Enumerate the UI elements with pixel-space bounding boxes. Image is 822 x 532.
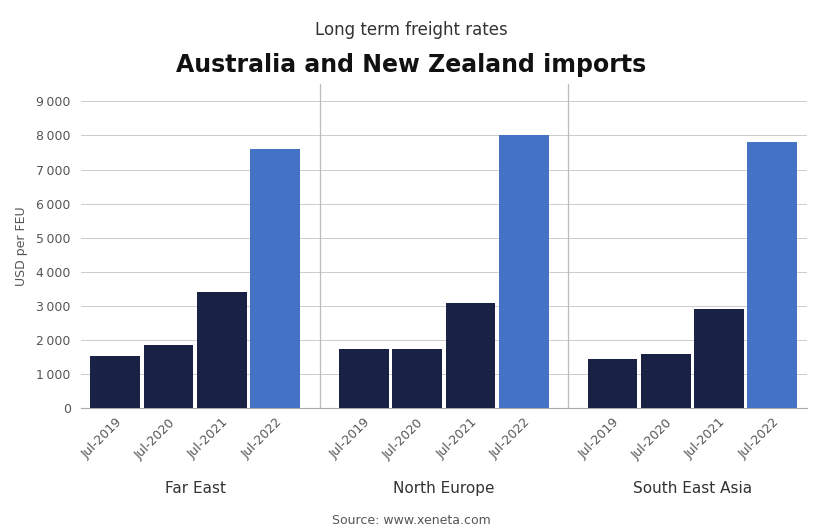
Bar bbox=[144, 345, 193, 409]
Bar bbox=[90, 355, 141, 409]
Text: South East Asia: South East Asia bbox=[633, 481, 752, 496]
Bar bbox=[641, 354, 690, 409]
Bar bbox=[446, 303, 496, 409]
Bar bbox=[339, 349, 389, 409]
Text: North Europe: North Europe bbox=[393, 481, 495, 496]
Bar bbox=[499, 135, 548, 409]
Bar bbox=[694, 310, 744, 409]
Bar bbox=[197, 293, 247, 409]
Bar bbox=[747, 142, 797, 409]
Text: Australia and New Zealand imports: Australia and New Zealand imports bbox=[176, 53, 646, 77]
Y-axis label: USD per FEU: USD per FEU bbox=[15, 206, 28, 286]
Text: Source: www.xeneta.com: Source: www.xeneta.com bbox=[331, 514, 491, 527]
Text: Long term freight rates: Long term freight rates bbox=[315, 21, 507, 39]
Text: Far East: Far East bbox=[164, 481, 226, 496]
Bar bbox=[588, 359, 637, 409]
Bar bbox=[392, 349, 442, 409]
Bar bbox=[250, 149, 300, 409]
